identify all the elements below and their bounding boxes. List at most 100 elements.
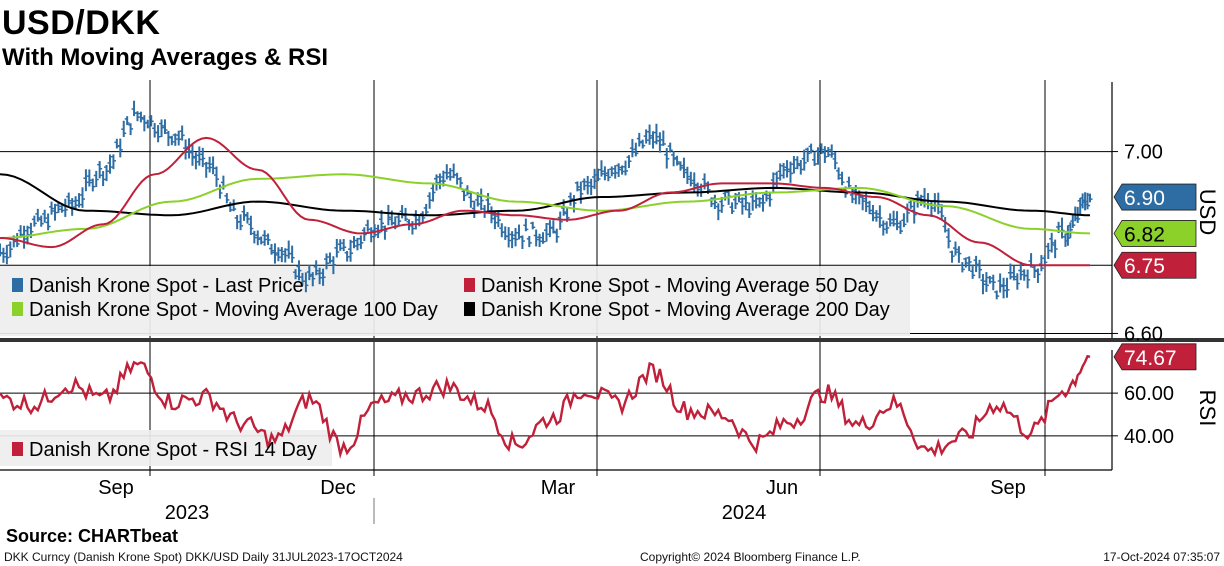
price-bar xyxy=(633,142,639,157)
price-bar xyxy=(69,198,75,216)
x-tick-label: Jun xyxy=(766,477,798,499)
legend-item: Danish Krone Spot - Moving Average 200 D… xyxy=(464,299,890,321)
price-bar xyxy=(471,200,477,218)
rsi-tick-label: 40.00 xyxy=(1124,426,1174,448)
price-bar xyxy=(578,181,584,204)
price-bar xyxy=(636,132,642,147)
series-layer xyxy=(0,100,1093,459)
price-bar xyxy=(897,220,903,234)
price-bar xyxy=(224,193,230,204)
price-bar xyxy=(427,192,433,209)
legend-swatch xyxy=(464,302,475,316)
price-bar xyxy=(695,182,701,197)
price-bar xyxy=(49,201,55,215)
price-bar xyxy=(1067,222,1073,238)
price-bar xyxy=(801,149,807,171)
price-bar xyxy=(612,165,618,179)
price-bar xyxy=(214,166,220,187)
price-bar xyxy=(815,147,821,165)
price-bar xyxy=(97,161,103,179)
price-bar xyxy=(629,138,635,158)
price-axis-title: USD xyxy=(1195,189,1220,235)
source-label: Source: CHARTbeat xyxy=(6,526,179,546)
legend-item: Danish Krone Spot - RSI 14 Day xyxy=(12,439,317,461)
legend-item: Danish Krone Spot - Moving Average 50 Da… xyxy=(464,275,879,297)
price-bar xyxy=(946,228,952,249)
price-bar xyxy=(196,146,202,166)
price-bar xyxy=(736,192,742,203)
price-bar xyxy=(526,235,532,248)
price-bar xyxy=(45,213,51,231)
price-bar xyxy=(317,267,323,285)
price-bar xyxy=(729,202,735,214)
axes: 7.00 6.60 60.00 40.00 USD RSI 6.90 6.82 6.75 74.6… xyxy=(0,82,1220,524)
price-bar xyxy=(73,196,79,210)
legend-swatch xyxy=(12,442,23,456)
price-bar xyxy=(942,216,948,233)
price-bar xyxy=(712,194,718,210)
price-bar xyxy=(169,135,175,146)
price-bar xyxy=(296,260,302,281)
price-bar xyxy=(104,164,110,182)
price-bar xyxy=(289,245,295,263)
x-tick-label: Sep xyxy=(98,477,134,499)
price-bar xyxy=(148,115,154,127)
price-bar xyxy=(193,152,199,170)
price-bar xyxy=(571,195,577,213)
price-bar xyxy=(836,167,842,180)
price-bar xyxy=(327,252,333,264)
price-bar xyxy=(134,111,140,122)
price-bar xyxy=(121,120,127,138)
price-bar xyxy=(863,191,869,213)
price-bar xyxy=(210,156,216,175)
price-bar xyxy=(320,268,326,286)
price-bar xyxy=(303,272,309,293)
price-bar xyxy=(595,168,601,182)
price-bar xyxy=(502,226,508,240)
price-bar xyxy=(83,169,89,192)
price-bar xyxy=(605,168,611,182)
price-bar xyxy=(660,130,666,146)
price-bar xyxy=(131,100,137,117)
price-bar xyxy=(798,159,804,175)
price-bar xyxy=(86,169,92,187)
price-bar xyxy=(884,221,890,234)
price-bar xyxy=(973,255,979,273)
price-bar xyxy=(488,206,494,224)
legend-swatch xyxy=(12,278,23,292)
ma100-line xyxy=(0,173,1091,239)
price-bar xyxy=(59,204,65,213)
price-bar xyxy=(581,178,587,191)
price-bar xyxy=(990,274,996,291)
chart-title: USD/DKK xyxy=(2,4,161,42)
price-bar xyxy=(791,156,797,174)
price-bar xyxy=(117,138,123,158)
price-bar xyxy=(1007,263,1013,280)
price-bar xyxy=(306,264,312,281)
price-bar xyxy=(808,143,814,154)
svg-text:6.82: 6.82 xyxy=(1124,223,1165,246)
price-bar xyxy=(1014,273,1020,290)
price-bar xyxy=(777,163,783,181)
price-bar xyxy=(179,125,185,141)
x-tick-label: Mar xyxy=(541,477,576,499)
price-bar xyxy=(1052,239,1058,259)
legend: Danish Krone Spot - Last Price Danish Kro… xyxy=(12,275,890,461)
price-bar xyxy=(310,272,316,287)
price-bar xyxy=(956,246,962,263)
price-bar xyxy=(138,111,144,123)
price-bar xyxy=(616,163,622,178)
price-bar xyxy=(1011,265,1017,281)
legend-label: Danish Krone Spot - Moving Average 100 D… xyxy=(29,299,438,321)
price-bar xyxy=(265,233,271,246)
price-bar xyxy=(873,210,879,222)
price-bar xyxy=(241,205,247,221)
price-bar xyxy=(1004,277,1010,298)
price-bar xyxy=(623,160,629,176)
price-bar xyxy=(684,166,690,184)
price-bar xyxy=(588,178,594,196)
price-bar xyxy=(640,139,646,149)
price-bar xyxy=(1038,255,1044,272)
price-bar xyxy=(107,154,113,174)
price-bar xyxy=(970,264,976,279)
